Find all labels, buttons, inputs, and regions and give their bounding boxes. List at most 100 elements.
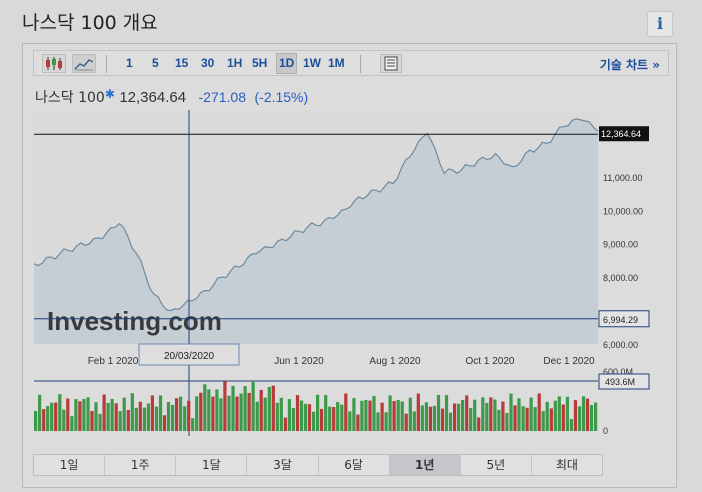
info-button[interactable]: i: [647, 11, 673, 37]
volume-bar: [589, 405, 594, 431]
interval-1h[interactable]: 1H: [227, 56, 243, 70]
volume-bar: [384, 412, 388, 431]
volume-bar: [537, 393, 541, 431]
volume-bar: [150, 395, 155, 431]
period-3m[interactable]: 3달: [247, 455, 319, 475]
volume-bar: [187, 400, 191, 431]
volume-bar: [243, 386, 247, 431]
interval-1d[interactable]: 1D: [276, 53, 298, 74]
volume-bar: [271, 385, 275, 431]
volume-bar: [517, 398, 521, 431]
calculator-icon[interactable]: [380, 54, 402, 73]
volume-bar: [78, 401, 82, 431]
period-6m[interactable]: 6달: [319, 455, 390, 475]
price-area: [34, 118, 598, 344]
volume-bar: [465, 395, 469, 431]
price-change-pct: (-2.15%): [254, 89, 309, 105]
volume-bar: [134, 407, 138, 431]
volume-bar: [585, 398, 590, 431]
volume-bar: [557, 396, 561, 431]
volume-bar: [251, 381, 255, 431]
interval-1[interactable]: 1: [126, 56, 133, 70]
interval-1m[interactable]: 1M: [328, 56, 345, 70]
volume-bar: [348, 411, 352, 431]
chart-panel: 1 5 15 30 1H 5H 1D 1W 1M 기술 차트 » 나스닥 100…: [22, 43, 677, 488]
volume-bar: [513, 405, 517, 431]
crosshair-x-label-box: [138, 343, 240, 366]
volume-bar: [332, 407, 336, 431]
toolbar-separator: [106, 55, 107, 73]
interval-30[interactable]: 30: [201, 56, 215, 70]
period-selector: 1일 1주 1달 3달 6달 1년 5년 최대: [33, 454, 603, 476]
candlestick-icon[interactable]: [42, 54, 66, 73]
period-1m[interactable]: 1달: [176, 455, 248, 475]
line-chart-icon[interactable]: [72, 54, 96, 73]
volume-bar: [505, 413, 509, 431]
volume-bar: [138, 401, 142, 431]
last-price: 12,364.64: [119, 89, 187, 106]
volume-bar: [545, 401, 549, 431]
interval-15[interactable]: 15: [175, 56, 189, 70]
volume-bar: [594, 402, 598, 431]
last-price-label-box: [599, 126, 649, 142]
volume-bar: [356, 414, 360, 431]
chart-toolbar: 1 5 15 30 1H 5H 1D 1W 1M 기술 차트 »: [33, 50, 669, 76]
volume-bar: [525, 407, 529, 431]
volume-bar: [408, 397, 412, 431]
interval-5h[interactable]: 5H: [252, 56, 268, 70]
volume-bar: [404, 413, 408, 431]
period-1y[interactable]: 1년: [389, 455, 461, 475]
volume-bar: [171, 404, 175, 431]
last-price-label: 12,364.64: [601, 129, 641, 139]
volume-bar: [320, 408, 324, 431]
volume-bar: [303, 403, 308, 431]
volume-bar: [444, 395, 449, 431]
period-max[interactable]: 최대: [555, 458, 578, 472]
volume-bar: [126, 410, 130, 431]
volume-bar: [432, 405, 437, 431]
volume-bar: [211, 396, 215, 431]
volume-bar: [420, 405, 424, 431]
crosshair-y-label: 6,994.29: [603, 315, 638, 325]
period-1d[interactable]: 1일: [34, 455, 106, 475]
volume-bar: [70, 416, 74, 431]
volume-bar: [215, 389, 219, 431]
volume-bar: [295, 395, 300, 431]
volume-bar: [247, 392, 251, 431]
volume-bar: [396, 400, 400, 431]
volume-bar: [154, 406, 159, 431]
volume-bar: [90, 411, 94, 431]
price-chart[interactable]: Investing.com 11,000.00 10,000.00 9,000.00…: [23, 44, 678, 449]
volume-bar: [195, 396, 199, 431]
volume-bar: [553, 400, 557, 431]
volume-bar: [473, 399, 477, 431]
volume-bar: [287, 399, 292, 431]
interval-5[interactable]: 5: [152, 56, 159, 70]
volume-bar: [162, 415, 167, 431]
volume-y-tick-label: 600.0M: [603, 367, 633, 377]
volume-bar: [529, 397, 533, 431]
volume-bar: [62, 409, 66, 431]
period-5y[interactable]: 5년: [461, 455, 532, 475]
volume-bar: [372, 395, 376, 431]
volume-bar: [66, 398, 70, 431]
interval-1w[interactable]: 1W: [303, 56, 321, 70]
volume-bar: [352, 398, 356, 431]
volume-bar: [54, 402, 58, 431]
x-tick-label: Jun 1 2020: [274, 356, 324, 367]
volume-bar: [368, 400, 372, 431]
volume-bar: [388, 395, 392, 431]
volume-bar: [299, 400, 304, 431]
crosshair-y-label-box: [598, 310, 650, 328]
volume-bar: [549, 408, 553, 431]
volume-bar: [179, 396, 183, 431]
volume-bar: [440, 408, 445, 431]
volume-bar: [106, 402, 110, 431]
volume-bar: [497, 409, 501, 431]
volume-bar: [122, 397, 126, 431]
volume-bar: [279, 397, 283, 431]
period-1w[interactable]: 1주: [105, 455, 177, 475]
advanced-chart-link[interactable]: 기술 차트 »: [599, 58, 660, 72]
page-title: 나스닥 100 개요: [22, 12, 158, 34]
volume-bar: [340, 404, 344, 431]
